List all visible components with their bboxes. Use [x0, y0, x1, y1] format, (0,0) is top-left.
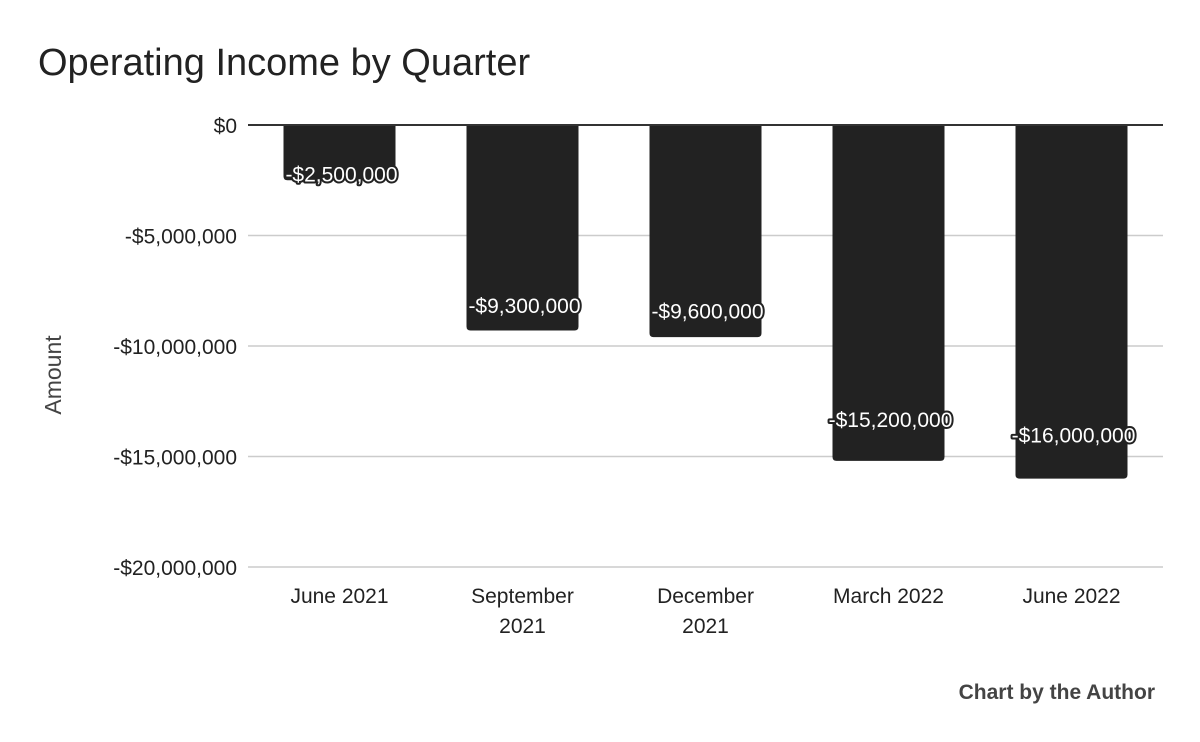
- chart-credit: Chart by the Author: [959, 681, 1155, 704]
- bar: [1015, 125, 1128, 479]
- y-tick-label: $0: [214, 115, 237, 138]
- y-tick-label: -$15,000,000: [113, 447, 237, 470]
- bars: [283, 125, 1128, 479]
- data-label: -$2,500,000: [285, 163, 397, 186]
- y-axis-title: Amount: [40, 335, 66, 415]
- x-tick-label: June 2021: [290, 585, 388, 608]
- x-axis-ticks: June 2021 September 2021 December 2021 March …: [290, 585, 1120, 638]
- bar: [466, 125, 579, 331]
- data-label: -$16,000,000: [1012, 424, 1136, 447]
- y-tick-label: -$10,000,000: [113, 336, 237, 359]
- data-label: -$9,600,000: [651, 301, 763, 324]
- data-label: -$9,300,000: [468, 295, 580, 318]
- chart-title: Operating Income by Quarter: [38, 42, 530, 84]
- y-tick-label: -$20,000,000: [113, 557, 237, 580]
- y-axis-ticks: $0 -$5,000,000 -$10,000,000 -$15,000,000 -$2…: [113, 115, 237, 580]
- bar: [283, 125, 396, 181]
- bar: [832, 125, 945, 461]
- data-label: -$15,200,000: [829, 409, 953, 432]
- x-tick-label: March 2022: [833, 585, 944, 608]
- x-tick-label: June 2022: [1022, 585, 1120, 608]
- bar: [649, 125, 762, 338]
- x-tick-label: September: [471, 585, 574, 608]
- x-tick-label: 2021: [682, 615, 729, 638]
- data-labels: -$2,500,000 -$9,300,000 -$9,600,000 -$15,20…: [283, 161, 1137, 449]
- x-tick-label: December: [657, 585, 754, 608]
- x-tick-label: 2021: [499, 615, 546, 638]
- y-tick-label: -$5,000,000: [125, 226, 237, 249]
